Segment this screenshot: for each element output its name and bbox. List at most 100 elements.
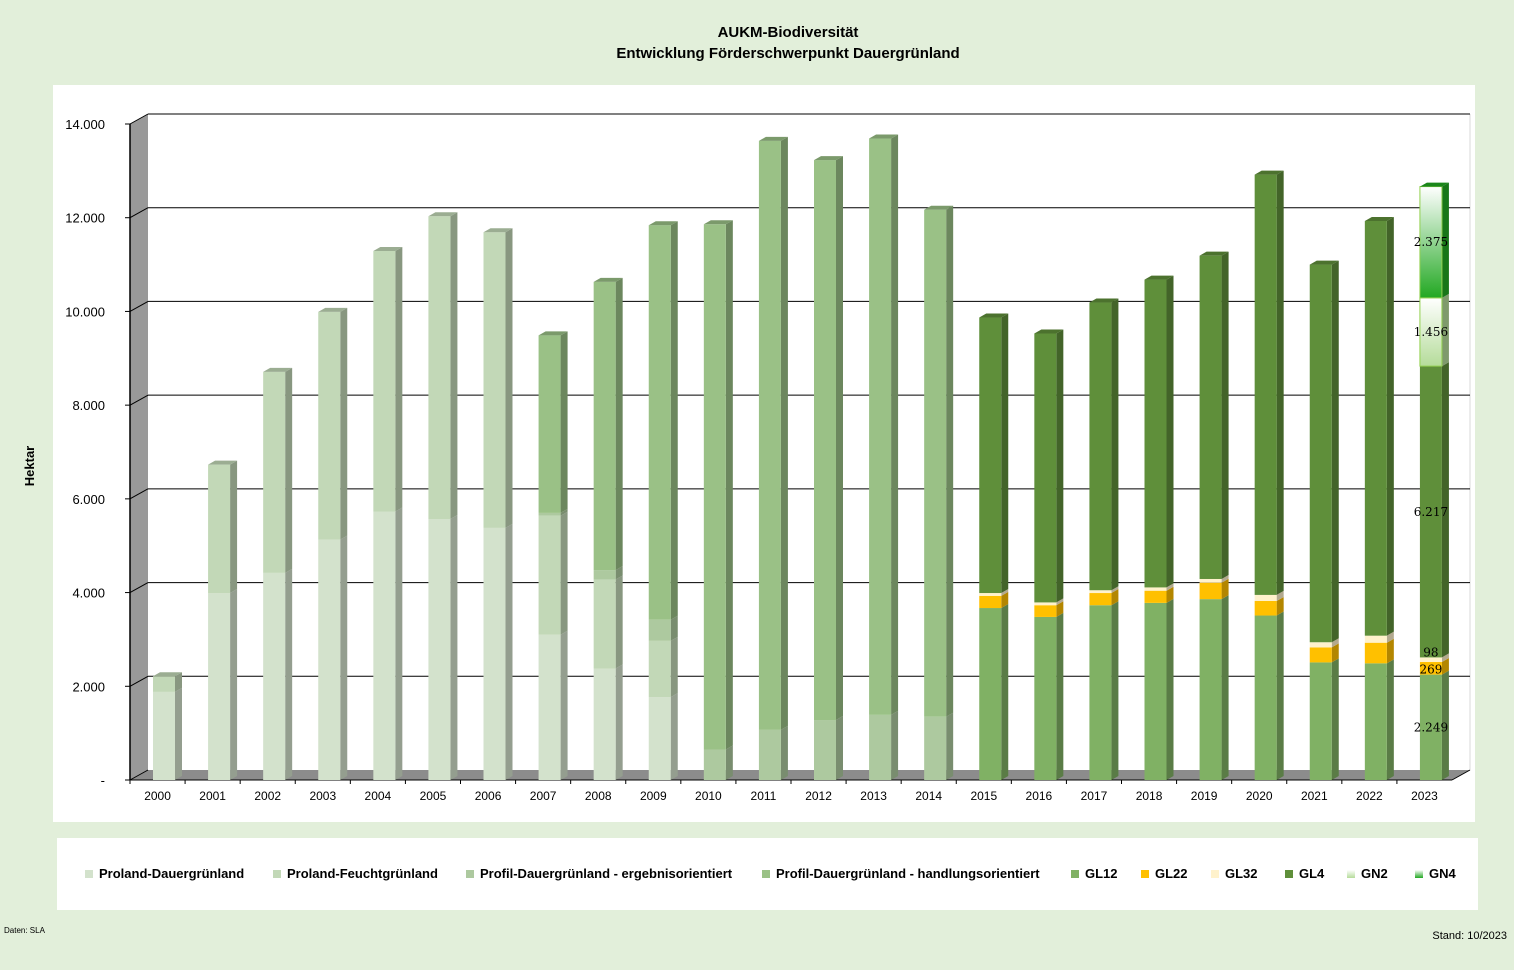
bar-segment [1254, 601, 1277, 616]
bar-segment [1089, 302, 1112, 591]
x-tick-label: 2010 [695, 789, 722, 803]
bar-side-Proland-Feuchtgrünland [285, 367, 293, 573]
legend-swatch [273, 869, 281, 878]
legend-label: GN2 [1361, 866, 1388, 881]
bar-side-Profil-Dauergrünland - ergebnisorientiert [891, 710, 899, 780]
legend-label: GN4 [1429, 866, 1456, 881]
bar-top [483, 228, 513, 233]
bar-segment [1364, 635, 1387, 643]
bar-side-Proland-Feuchtgrünland [560, 511, 568, 635]
legend-item: GN4 [1415, 866, 1456, 881]
bar-side-GL22 [1276, 597, 1284, 616]
bar-top [1364, 216, 1394, 221]
legend-swatch [1415, 869, 1423, 878]
x-tick-label: 2014 [915, 789, 942, 803]
bar-top [1254, 170, 1284, 175]
bar-segment [703, 224, 726, 750]
x-tick-label: 2006 [475, 789, 502, 803]
bar-segment [428, 216, 451, 520]
y-tick-label: 2.000 [72, 679, 105, 694]
bar-side-Proland-Dauergrünland [285, 568, 293, 780]
bar-segment [208, 593, 231, 780]
bar-top [1034, 329, 1064, 334]
bar-segment [1364, 663, 1387, 780]
bar-segment [1034, 605, 1057, 617]
bar-top [1199, 251, 1229, 256]
floor [130, 770, 1470, 780]
bar-segment [318, 311, 341, 540]
bar-segment [208, 464, 231, 594]
bar-segment [538, 512, 561, 516]
bar-segment [1199, 255, 1222, 579]
x-tick-label: 2002 [254, 789, 281, 803]
legend-label: GL32 [1225, 866, 1258, 881]
bar-top [648, 221, 678, 226]
x-tick-label: 2017 [1081, 789, 1108, 803]
legend-item: Profil-Dauergrünland - handlungsorientie… [762, 866, 1040, 881]
bar-side-Profil-Dauergrünland - handlungsorientiert [670, 221, 678, 620]
bar-side-GL4 [1276, 170, 1284, 595]
x-tick-label: 2008 [585, 789, 612, 803]
bar-side-GL12 [1056, 612, 1064, 780]
bar-side-GL32 [1221, 574, 1229, 583]
bar-side-GL32 [1166, 583, 1174, 591]
bar-segment [538, 515, 561, 635]
bar-side-Profil-Dauergrünland - handlungsorientiert [615, 277, 623, 571]
bar-segment [1034, 333, 1057, 603]
bar-segment [1254, 615, 1277, 780]
bar-segment [1364, 642, 1387, 664]
bar-side-GN4 [1441, 182, 1449, 298]
bar-side-Proland-Dauergrünland [230, 589, 238, 780]
bar-segment [814, 160, 836, 721]
bar-side-GL4 [1441, 362, 1449, 658]
legend-swatch [466, 869, 474, 878]
legend-label: Profil-Dauergrünland - ergebnisorientier… [480, 866, 733, 881]
bar-segment [924, 716, 947, 780]
gridline-wall [129, 675, 149, 687]
bar-side-Profil-Dauergrünland - ergebnisorientiert [836, 716, 843, 780]
bar-segment [703, 749, 726, 780]
bar-segment [1144, 587, 1167, 591]
bar-segment [1419, 366, 1442, 658]
bar-segment [1309, 662, 1332, 780]
bar-segment [869, 714, 892, 780]
bar-side-Profil-Dauergrünland - handlungsorientiert [725, 220, 733, 750]
bar-segment [593, 579, 616, 669]
bar-segment [1309, 647, 1332, 663]
bar-side-GL22 [1441, 658, 1449, 675]
data-label: 98 [1423, 645, 1438, 659]
legend-item: Proland-Feuchtgrünland [273, 866, 438, 881]
bar-side-GL12 [1111, 601, 1119, 780]
x-tick-label: 2016 [1026, 789, 1053, 803]
bar-side-Profil-Dauergrünland - handlungsorientiert [836, 156, 843, 721]
legend-swatch [1141, 869, 1149, 878]
legend-label: GL12 [1085, 866, 1118, 881]
bar-side-GL12 [1276, 611, 1284, 780]
bar-segment [593, 281, 616, 571]
data-label: 269 [1419, 663, 1442, 677]
bar-segment [153, 691, 175, 780]
bar-side-GL12 [1441, 670, 1449, 780]
bar-segment [538, 335, 561, 513]
data-label: 2.375 [1414, 235, 1448, 249]
x-tick-label: 2005 [420, 789, 447, 803]
x-axis-depth [1451, 769, 1471, 781]
bar-top [373, 246, 403, 251]
legend-label: Proland-Feuchtgrünland [287, 866, 438, 881]
bar-side-Profil-Dauergrünland - handlungsorientiert [891, 134, 899, 715]
chart-title: AUKM-Biodiversität [717, 24, 859, 41]
bar-segment [1144, 590, 1167, 603]
bar-side-GL12 [1331, 658, 1339, 780]
gridline-wall [129, 769, 149, 781]
bar-side-Profil-Dauergrünland - ergebnisorientiert [560, 508, 568, 516]
bar-top [814, 156, 843, 161]
bar-top [538, 331, 568, 336]
x-tick-label: 2007 [530, 789, 557, 803]
bar-segment [373, 511, 396, 780]
bar-top [318, 307, 348, 312]
left-wall [130, 114, 148, 780]
gridline-wall [129, 300, 149, 312]
legend-item: GN2 [1347, 866, 1388, 881]
bar-side-GL12 [1001, 604, 1009, 780]
